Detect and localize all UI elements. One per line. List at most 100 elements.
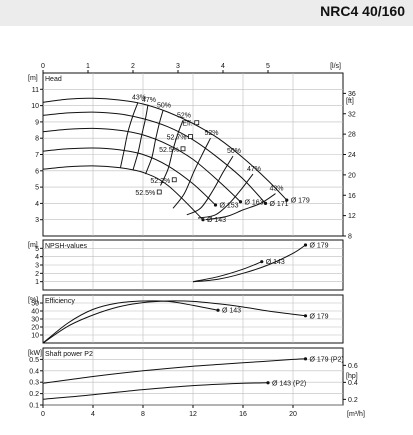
bep-marker xyxy=(180,146,186,152)
series-line xyxy=(42,165,204,221)
left-tick-label: 0.5 xyxy=(29,357,39,364)
panel-label: Efficiency xyxy=(45,298,75,305)
left-unit-label: [m] xyxy=(28,75,38,82)
iso-efficiency-label: 47% xyxy=(142,97,156,104)
left-unit-label: [%] xyxy=(28,297,38,304)
series-label: Ø 179 xyxy=(291,198,310,205)
iso-efficiency-line xyxy=(160,120,184,186)
right-tick-label: 12 xyxy=(348,213,356,220)
left-tick-label: 4 xyxy=(35,201,39,208)
iso-efficiency-line xyxy=(120,102,139,168)
left-tick-label: 0.1 xyxy=(29,403,39,410)
iso-efficiency-label: 52% xyxy=(177,112,191,119)
bottom-tick-label: 4 xyxy=(91,411,95,418)
series-line xyxy=(42,300,306,344)
series-end-marker xyxy=(260,260,264,264)
panel-label: Head xyxy=(45,76,62,83)
series-label: Ø 171 xyxy=(270,201,289,208)
iso-efficiency-label: 50% xyxy=(227,148,241,155)
bottom-unit-label: [m³/h] xyxy=(347,411,365,418)
bep-label: Eff. xyxy=(182,121,192,128)
series-end-marker xyxy=(285,198,289,202)
iso-efficiency-line xyxy=(145,110,164,175)
right-tick-label: 20 xyxy=(348,172,356,179)
series-label: Ø 143 xyxy=(266,259,285,266)
right-tick-label: 16 xyxy=(348,193,356,200)
bottom-tick-label: 12 xyxy=(189,411,197,418)
right-tick-label: 0.4 xyxy=(348,380,358,387)
bottom-tick-label: 16 xyxy=(239,411,247,418)
series-end-marker xyxy=(303,314,308,318)
series-line xyxy=(42,97,288,201)
iso-efficiency-label: 43% xyxy=(132,94,146,101)
bep-marker xyxy=(171,177,177,183)
left-tick-label: 9 xyxy=(35,119,39,126)
series-label: Ø 163 xyxy=(245,199,264,206)
left-tick-label: 5 xyxy=(35,185,39,192)
left-tick-label: 0.3 xyxy=(29,380,39,387)
top-tick-label: 1 xyxy=(86,63,90,70)
bottom-tick-label: 0 xyxy=(41,411,45,418)
bep-marker xyxy=(188,134,193,139)
title-bar: NRC4 40/160 xyxy=(0,0,413,26)
series-end-marker xyxy=(213,203,218,207)
panel-label: NPSH-values xyxy=(45,243,88,250)
left-tick-label: 7 xyxy=(35,152,39,159)
bep-marker xyxy=(156,189,162,195)
left-tick-label: 1 xyxy=(35,279,39,286)
left-tick-label: 5 xyxy=(35,246,39,253)
series-line xyxy=(42,358,306,384)
series-label: Ø 179 xyxy=(310,313,329,320)
right-tick-label: 0.2 xyxy=(348,397,358,404)
series-line xyxy=(42,300,219,344)
model-title: NRC4 40/160 xyxy=(320,3,405,19)
bottom-tick-label: 8 xyxy=(141,411,145,418)
top-tick-label: 4 xyxy=(221,63,225,70)
left-tick-label: 6 xyxy=(35,168,39,175)
series-label: Ø 143 (P2) xyxy=(272,380,306,387)
series-end-marker xyxy=(263,201,268,205)
series-line xyxy=(42,382,269,400)
right-tick-label: 8 xyxy=(348,234,352,241)
right-tick-label: 28 xyxy=(348,132,356,139)
series-label: Ø 143 xyxy=(222,308,241,315)
left-tick-label: 8 xyxy=(35,136,39,143)
iso-efficiency-label: 47% xyxy=(247,166,261,173)
top-tick-label: 5 xyxy=(266,63,270,70)
iso-efficiency-line xyxy=(132,104,149,171)
iso-efficiency-line xyxy=(205,193,276,221)
series-label: Ø 153 xyxy=(220,203,239,210)
right-tick-label: 24 xyxy=(348,152,356,159)
left-tick-label: 10 xyxy=(31,333,39,340)
left-tick-label: 20 xyxy=(31,325,39,332)
left-tick-label: 3 xyxy=(35,217,39,224)
series-end-marker xyxy=(216,308,220,312)
series-label: Ø 179 xyxy=(310,243,329,250)
right-tick-label: 32 xyxy=(348,111,356,118)
left-tick-label: 50 xyxy=(31,301,39,308)
left-tick-label: 30 xyxy=(31,317,39,324)
left-unit-label: [kW] xyxy=(28,350,42,357)
series-end-marker xyxy=(303,243,308,247)
iso-efficiency-line xyxy=(197,173,254,219)
right-unit-label: [ft] xyxy=(346,98,354,105)
series-line xyxy=(42,127,241,203)
bep-label: 52.5% xyxy=(135,190,155,197)
top-unit-label: [l/s] xyxy=(330,63,341,70)
top-tick-label: 2 xyxy=(131,63,135,70)
right-tick-label: 0.6 xyxy=(348,363,358,370)
bep-label: 52.7% xyxy=(167,135,187,142)
iso-efficiency-label: 50% xyxy=(157,102,171,109)
bep-label: 52.5% xyxy=(159,147,179,154)
left-tick-label: 11 xyxy=(32,87,39,94)
top-tick-label: 3 xyxy=(176,63,180,70)
series-label: Ø 143 xyxy=(207,217,226,224)
series-end-marker xyxy=(303,357,308,361)
series-line xyxy=(42,111,266,204)
left-tick-label: 2 xyxy=(35,271,39,278)
left-tick-label: 0.2 xyxy=(29,391,39,398)
series-end-marker xyxy=(201,218,205,222)
panel-label: Shaft power P2 xyxy=(45,351,93,358)
series-label: Ø 179 (P2) xyxy=(310,356,344,363)
